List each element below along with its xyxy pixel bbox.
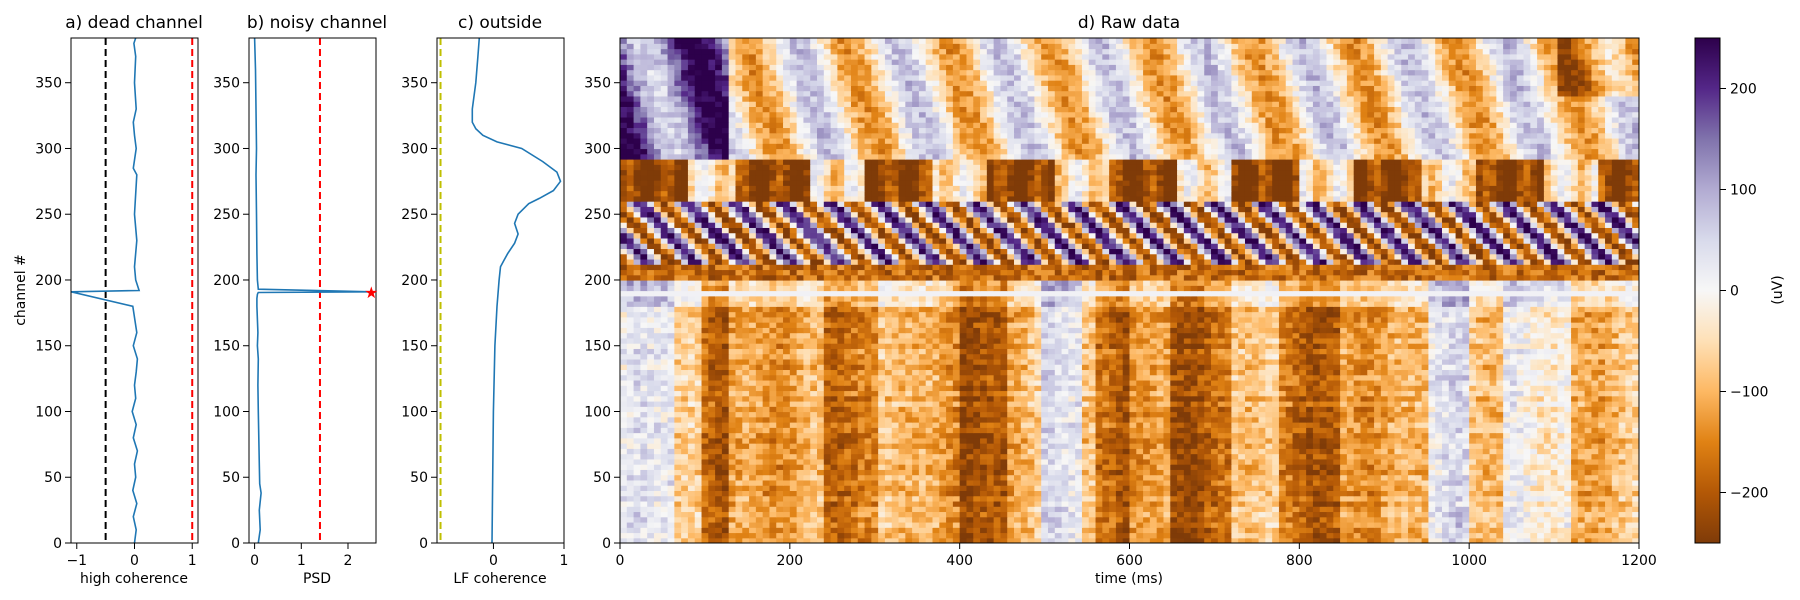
colorbar-tick-label: 0: [1730, 284, 1739, 300]
y-tick-label: 200: [35, 273, 62, 289]
colorbar-tick-label: −100: [1730, 385, 1768, 401]
x-tick-label: 400: [946, 553, 973, 569]
panel-a-title: a) dead channel: [65, 13, 203, 33]
y-tick-label: 50: [593, 470, 611, 486]
x-tick-label: 0: [250, 553, 259, 569]
outside-plot: [439, 38, 562, 543]
x-tick-label: 800: [1286, 553, 1313, 569]
panel-b-frame: [248, 37, 377, 544]
y-tick-label: 50: [44, 470, 62, 486]
y-tick-label: 0: [53, 536, 62, 552]
noisy-channel-plot: [253, 38, 372, 543]
noisy-channel-marker: ★: [364, 283, 378, 302]
x-tick-label: 1200: [1621, 553, 1657, 569]
panel-d-xlabel: time (ms): [1095, 571, 1163, 587]
raw-data-heatmap: [620, 38, 1639, 543]
panel-a-xlabel: high coherence: [80, 571, 188, 587]
series-line: [253, 38, 372, 543]
y-tick-label: 300: [35, 141, 62, 157]
x-tick-label: 2: [344, 553, 353, 569]
y-tick-label: 50: [410, 470, 428, 486]
y-tick-label: 150: [584, 339, 611, 355]
panel-c-xlabel: LF coherence: [453, 571, 546, 587]
panel-b-title: b) noisy channel: [247, 13, 387, 33]
y-tick-label: 250: [584, 207, 611, 223]
y-tick-label: 0: [419, 536, 428, 552]
y-tick-label: 350: [35, 76, 62, 92]
panel-b-xlabel: PSD: [303, 571, 331, 587]
y-tick-label: 200: [213, 273, 240, 289]
y-tick-label: 100: [401, 404, 428, 420]
series-line: [471, 38, 562, 543]
y-tick-label: 150: [213, 339, 240, 355]
y-tick-label: 350: [584, 76, 611, 92]
y-tick-label: 300: [584, 141, 611, 157]
y-tick-label: 200: [584, 273, 611, 289]
x-tick-label: 1: [188, 553, 197, 569]
colorbar-label: (uV): [1770, 275, 1786, 304]
y-tick-label: 100: [584, 404, 611, 420]
dead-channel-plot: [71, 38, 194, 543]
colorbar-tick-label: −200: [1730, 486, 1768, 502]
channel-ylabel: channel #: [13, 254, 29, 326]
x-tick-label: 200: [776, 553, 803, 569]
series-line: [71, 38, 141, 543]
y-tick-label: 250: [213, 207, 240, 223]
x-tick-label: 600: [1116, 553, 1143, 569]
y-tick-label: 100: [35, 404, 62, 420]
x-tick-label: 1: [560, 553, 569, 569]
x-tick-label: 0: [616, 553, 625, 569]
y-tick-label: 50: [222, 470, 240, 486]
y-tick-label: 250: [401, 207, 428, 223]
y-tick-label: 250: [35, 207, 62, 223]
y-tick-label: 300: [213, 141, 240, 157]
y-tick-label: 350: [213, 76, 240, 92]
y-tick-label: 0: [231, 536, 240, 552]
panel-c-frame: [436, 37, 565, 544]
y-tick-label: 150: [401, 339, 428, 355]
colorbar-tick-label: 200: [1730, 82, 1757, 98]
panel-c-title: c) outside: [458, 13, 542, 33]
colorbar: [1694, 37, 1721, 544]
colorbar-tick-label: 100: [1730, 183, 1757, 199]
panel-d-title: d) Raw data: [1078, 13, 1180, 33]
x-tick-label: −1: [66, 553, 87, 569]
colorbar-ticks: −200 −100 0 100 200: [1720, 82, 1768, 502]
x-tick-label: 1000: [1451, 553, 1487, 569]
y-tick-label: 300: [401, 141, 428, 157]
y-tick-label: 150: [35, 339, 62, 355]
x-tick-label: 1: [297, 553, 306, 569]
x-tick-label: 0: [130, 553, 139, 569]
y-tick-label: 350: [401, 76, 428, 92]
y-tick-label: 100: [213, 404, 240, 420]
y-tick-label: 0: [602, 536, 611, 552]
x-tick-label: 0: [489, 553, 498, 569]
y-tick-label: 200: [401, 273, 428, 289]
